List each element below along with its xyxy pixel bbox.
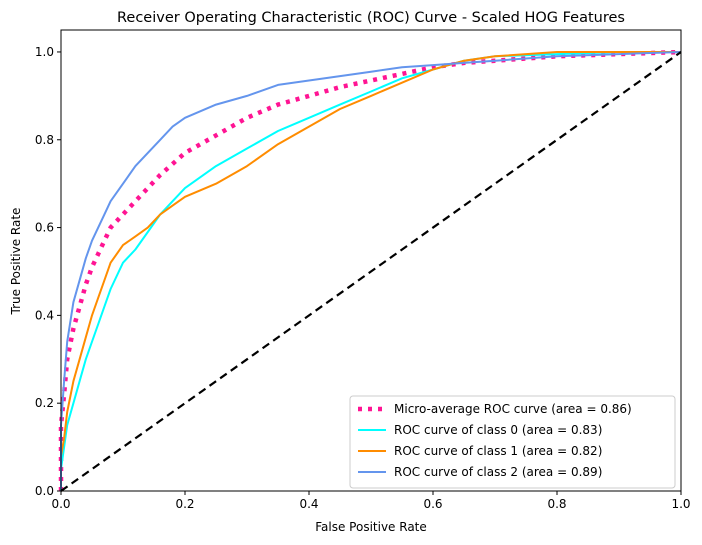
x-tick-label: 0.6 <box>423 497 442 511</box>
legend-box <box>349 395 676 489</box>
series-line-2 <box>60 51 681 491</box>
y-tick-label: 0.6 <box>35 221 54 235</box>
plot-frame <box>60 29 682 492</box>
x-tick-label: 0.0 <box>51 497 70 511</box>
y-tick-label: 0.2 <box>35 396 54 410</box>
x-tick-label: 0.2 <box>175 497 194 511</box>
plot-area: 0.0 0.2 0.4 0.6 0.8 1.0 0.0 0.2 0.4 0.6 0.8 1.0 <box>35 29 691 511</box>
chance-diagonal-line <box>60 51 682 492</box>
legend: Micro-average ROC curve (area = 0.86) ROC… <box>349 395 676 489</box>
legend-label: Micro-average ROC curve (area = 0.86) <box>394 402 632 416</box>
legend-label: ROC curve of class 0 (area = 0.83) <box>394 423 602 437</box>
y-axis-label: True Positive Rate <box>9 208 23 316</box>
legend-label: ROC curve of class 1 (area = 0.82) <box>394 444 602 458</box>
y-tick-label: 0.0 <box>35 484 54 498</box>
legend-label: ROC curve of class 2 (area = 0.89) <box>394 465 602 479</box>
y-tick-label: 0.8 <box>35 133 54 147</box>
x-tick-label: 0.8 <box>547 497 566 511</box>
chart-title: Receiver Operating Characteristic (ROC) … <box>117 10 625 26</box>
x-tick-label: 0.4 <box>299 497 318 511</box>
series-line-0 <box>58 49 682 491</box>
x-axis-label: False Positive Rate <box>315 520 427 534</box>
series-line-3 <box>60 51 682 491</box>
y-tick-label: 1.0 <box>35 45 54 59</box>
x-tick-label: 1.0 <box>671 497 690 511</box>
y-tick-label: 0.4 <box>35 308 54 322</box>
